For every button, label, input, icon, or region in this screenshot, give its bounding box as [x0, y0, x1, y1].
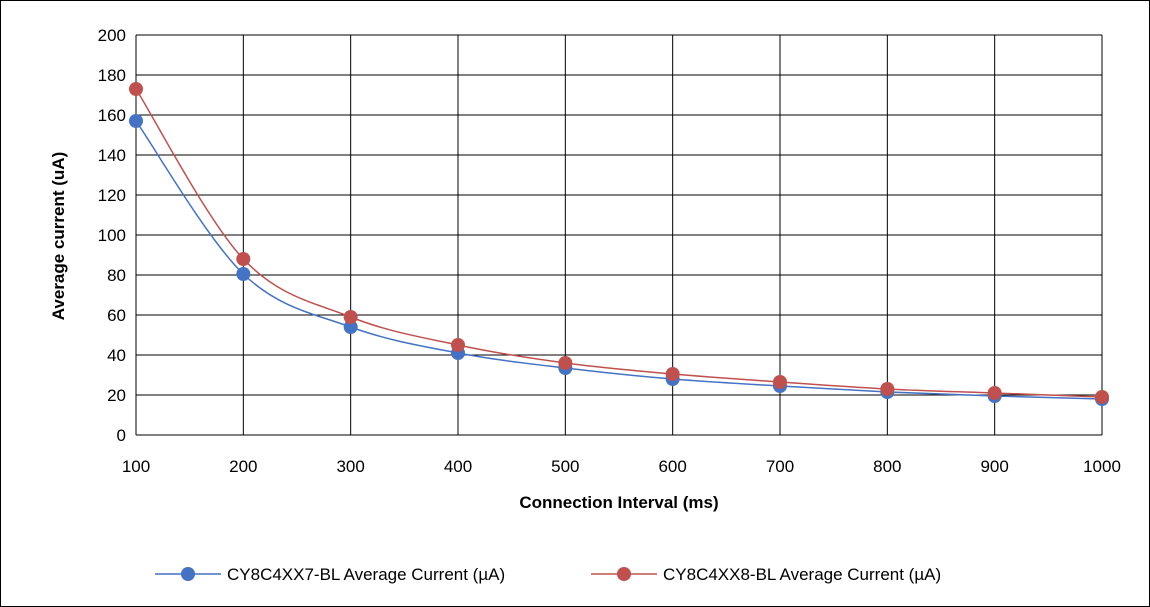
- data-point: [343, 310, 358, 324]
- data-point: [987, 386, 1002, 400]
- x-tick-label: 600: [658, 457, 686, 476]
- data-point: [236, 252, 251, 266]
- y-tick-label: 160: [98, 106, 126, 125]
- data-point: [129, 82, 143, 96]
- y-tick-label: 100: [98, 226, 126, 245]
- data-point: [236, 267, 251, 281]
- series-layer: [129, 82, 1109, 406]
- x-tick-label: 700: [766, 457, 794, 476]
- series-line: [135, 120, 1103, 400]
- y-tick-label: 0: [117, 426, 126, 445]
- y-tick-label: 180: [98, 66, 126, 85]
- legend-marker: [181, 567, 195, 581]
- y-tick-label: 200: [98, 26, 126, 45]
- x-tick-label: 200: [229, 457, 257, 476]
- data-point: [451, 338, 465, 352]
- y-axis-ticks: 0 20 40 60 80 100 120 140 160 180 200: [98, 26, 126, 445]
- x-tick-label: 100: [122, 457, 150, 476]
- y-tick-label: 120: [98, 186, 126, 205]
- y-axis-title: Average current (uA): [49, 152, 68, 320]
- legend-label: CY8C4XX7-BL Average Current (µA): [227, 565, 505, 584]
- series-1: [129, 114, 1109, 406]
- data-point: [665, 367, 680, 381]
- gridlines: [135, 34, 1103, 436]
- x-axis-ticks: 100 200 300 400 500 600 700 800 900 1000: [122, 457, 1121, 476]
- data-point: [343, 320, 358, 334]
- legend-label: CY8C4XX8-BL Average Current (µA): [663, 565, 941, 584]
- data-point: [129, 114, 143, 128]
- legend-item: CY8C4XX8-BL Average Current (µA): [591, 565, 941, 584]
- x-tick-label: 1000: [1083, 457, 1121, 476]
- x-tick-label: 900: [980, 457, 1008, 476]
- x-axis-title: Connection Interval (ms): [519, 493, 718, 512]
- x-tick-label: 800: [873, 457, 901, 476]
- y-tick-label: 140: [98, 146, 126, 165]
- y-tick-label: 20: [107, 386, 126, 405]
- y-tick-label: 60: [107, 306, 126, 325]
- y-tick-label: 40: [107, 346, 126, 365]
- data-point: [773, 375, 787, 389]
- x-tick-label: 300: [336, 457, 364, 476]
- legend-marker: [617, 567, 631, 581]
- legend: CY8C4XX7-BL Average Current (µA) CY8C4XX8…: [155, 565, 941, 584]
- series-line: [135, 88, 1103, 398]
- data-point: [1095, 390, 1109, 404]
- data-point: [880, 382, 895, 396]
- data-point: [558, 356, 573, 370]
- x-tick-label: 400: [444, 457, 472, 476]
- legend-item: CY8C4XX7-BL Average Current (µA): [155, 565, 505, 584]
- series-2: [129, 82, 1109, 404]
- y-tick-label: 80: [107, 266, 126, 285]
- x-tick-label: 500: [551, 457, 579, 476]
